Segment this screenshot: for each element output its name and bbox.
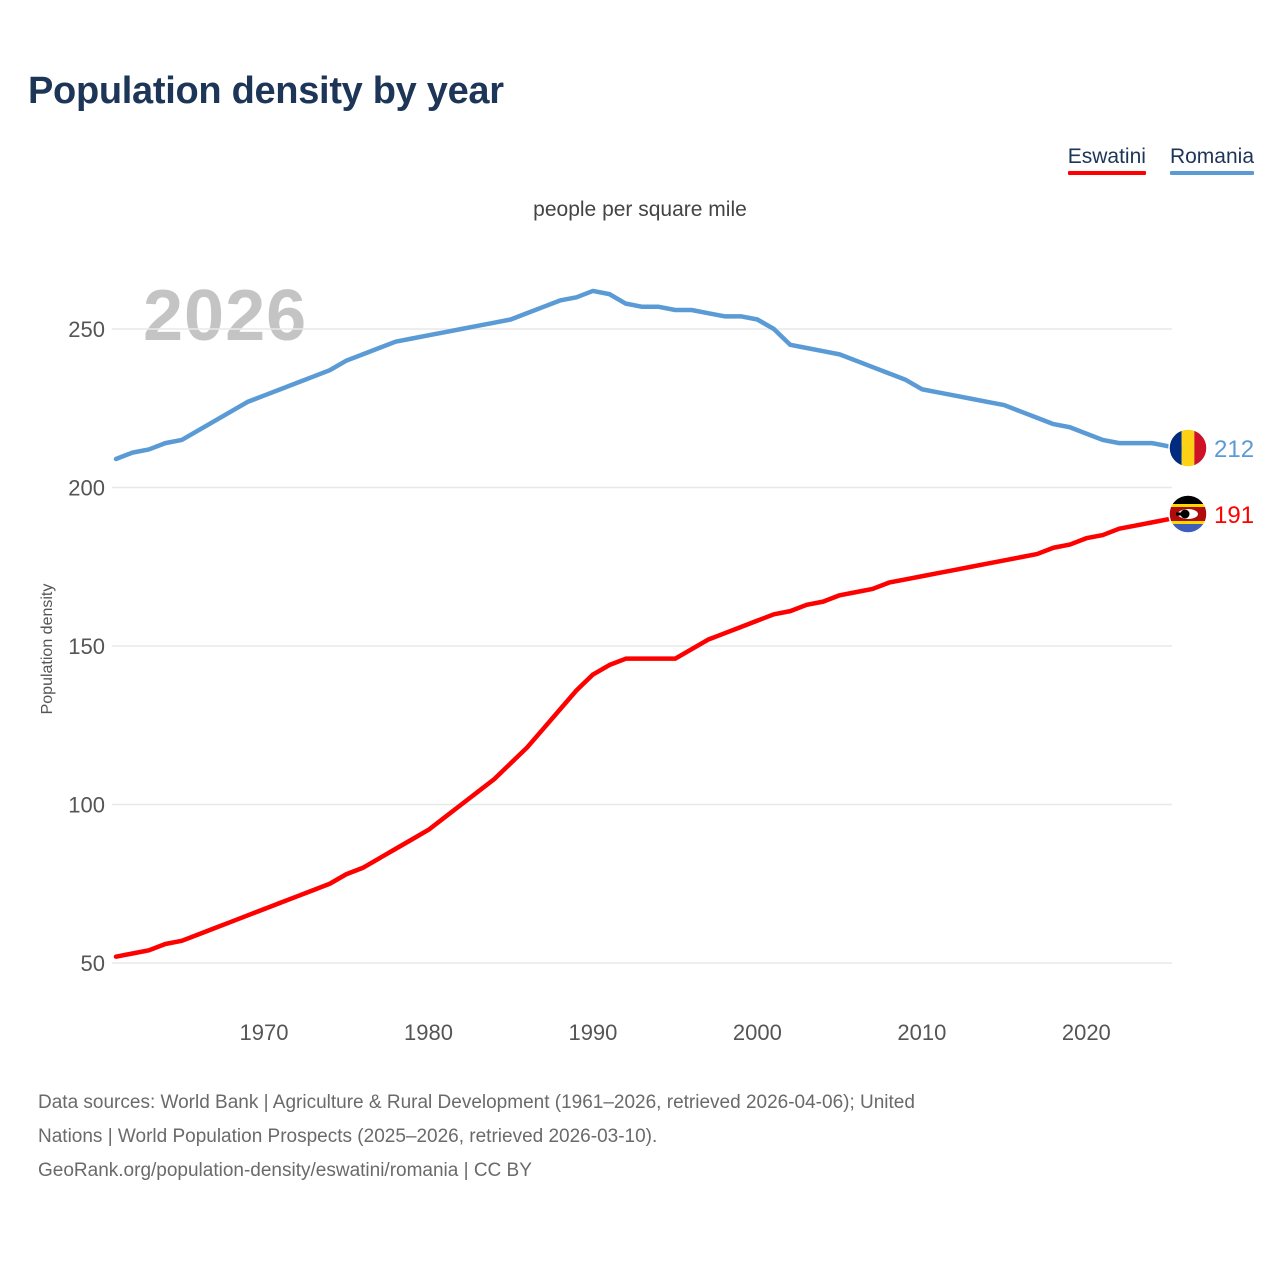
y-tick-label: 150 xyxy=(68,634,105,659)
series-line-romania xyxy=(113,288,1188,462)
y-tick-label: 250 xyxy=(68,317,105,342)
x-tick-label: 1970 xyxy=(240,1020,289,1045)
chart-subtitle-text: people per square mile xyxy=(533,198,747,221)
y-tick-label: 100 xyxy=(68,793,105,818)
footer-line-3: GeoRank.org/population-density/eswatini/… xyxy=(38,1159,532,1181)
eswatini-flag-icon xyxy=(1168,494,1208,534)
watermark-year: 2026 xyxy=(143,276,308,356)
romania-flag-icon xyxy=(1168,428,1208,468)
x-tick-label: 2000 xyxy=(733,1020,782,1045)
footer-sources: Data sources: World Bank | Agriculture &… xyxy=(38,1086,1268,1187)
y-tick-label: 50 xyxy=(81,951,105,976)
end-label-eswatini: 191 xyxy=(1214,502,1254,529)
chart-legend: Eswatini Romania xyxy=(1067,145,1254,176)
chart-subtitle: people per square mile xyxy=(0,198,1280,222)
x-tick-label: 1980 xyxy=(404,1020,453,1045)
legend-item-romania[interactable]: Romania xyxy=(1169,145,1254,176)
legend-rule-eswatini xyxy=(1067,171,1146,176)
legend-label-romania: Romania xyxy=(1169,145,1254,168)
y-axis-ticks: 50 100 150 200 250 xyxy=(68,317,105,976)
gridlines xyxy=(112,328,1172,964)
x-axis-ticks: 1970 1980 1990 2000 2010 2020 xyxy=(240,1020,1111,1045)
footer-line-1: Data sources: World Bank | Agriculture &… xyxy=(38,1092,915,1113)
legend-rule-romania xyxy=(1169,171,1254,176)
x-tick-label: 2020 xyxy=(1062,1020,1111,1045)
x-tick-label: 2010 xyxy=(897,1020,946,1045)
end-label-romania: 212 xyxy=(1214,436,1254,463)
footer-line-2: Nations | World Population Prospects (20… xyxy=(38,1125,658,1147)
legend-label-eswatini: Eswatini xyxy=(1067,145,1146,168)
legend-item-eswatini[interactable]: Eswatini xyxy=(1067,145,1146,176)
y-tick-label: 200 xyxy=(68,476,105,501)
series-line-eswatini xyxy=(113,513,1188,959)
x-tick-label: 1990 xyxy=(568,1020,617,1045)
page-title: Population density by year xyxy=(28,70,504,112)
